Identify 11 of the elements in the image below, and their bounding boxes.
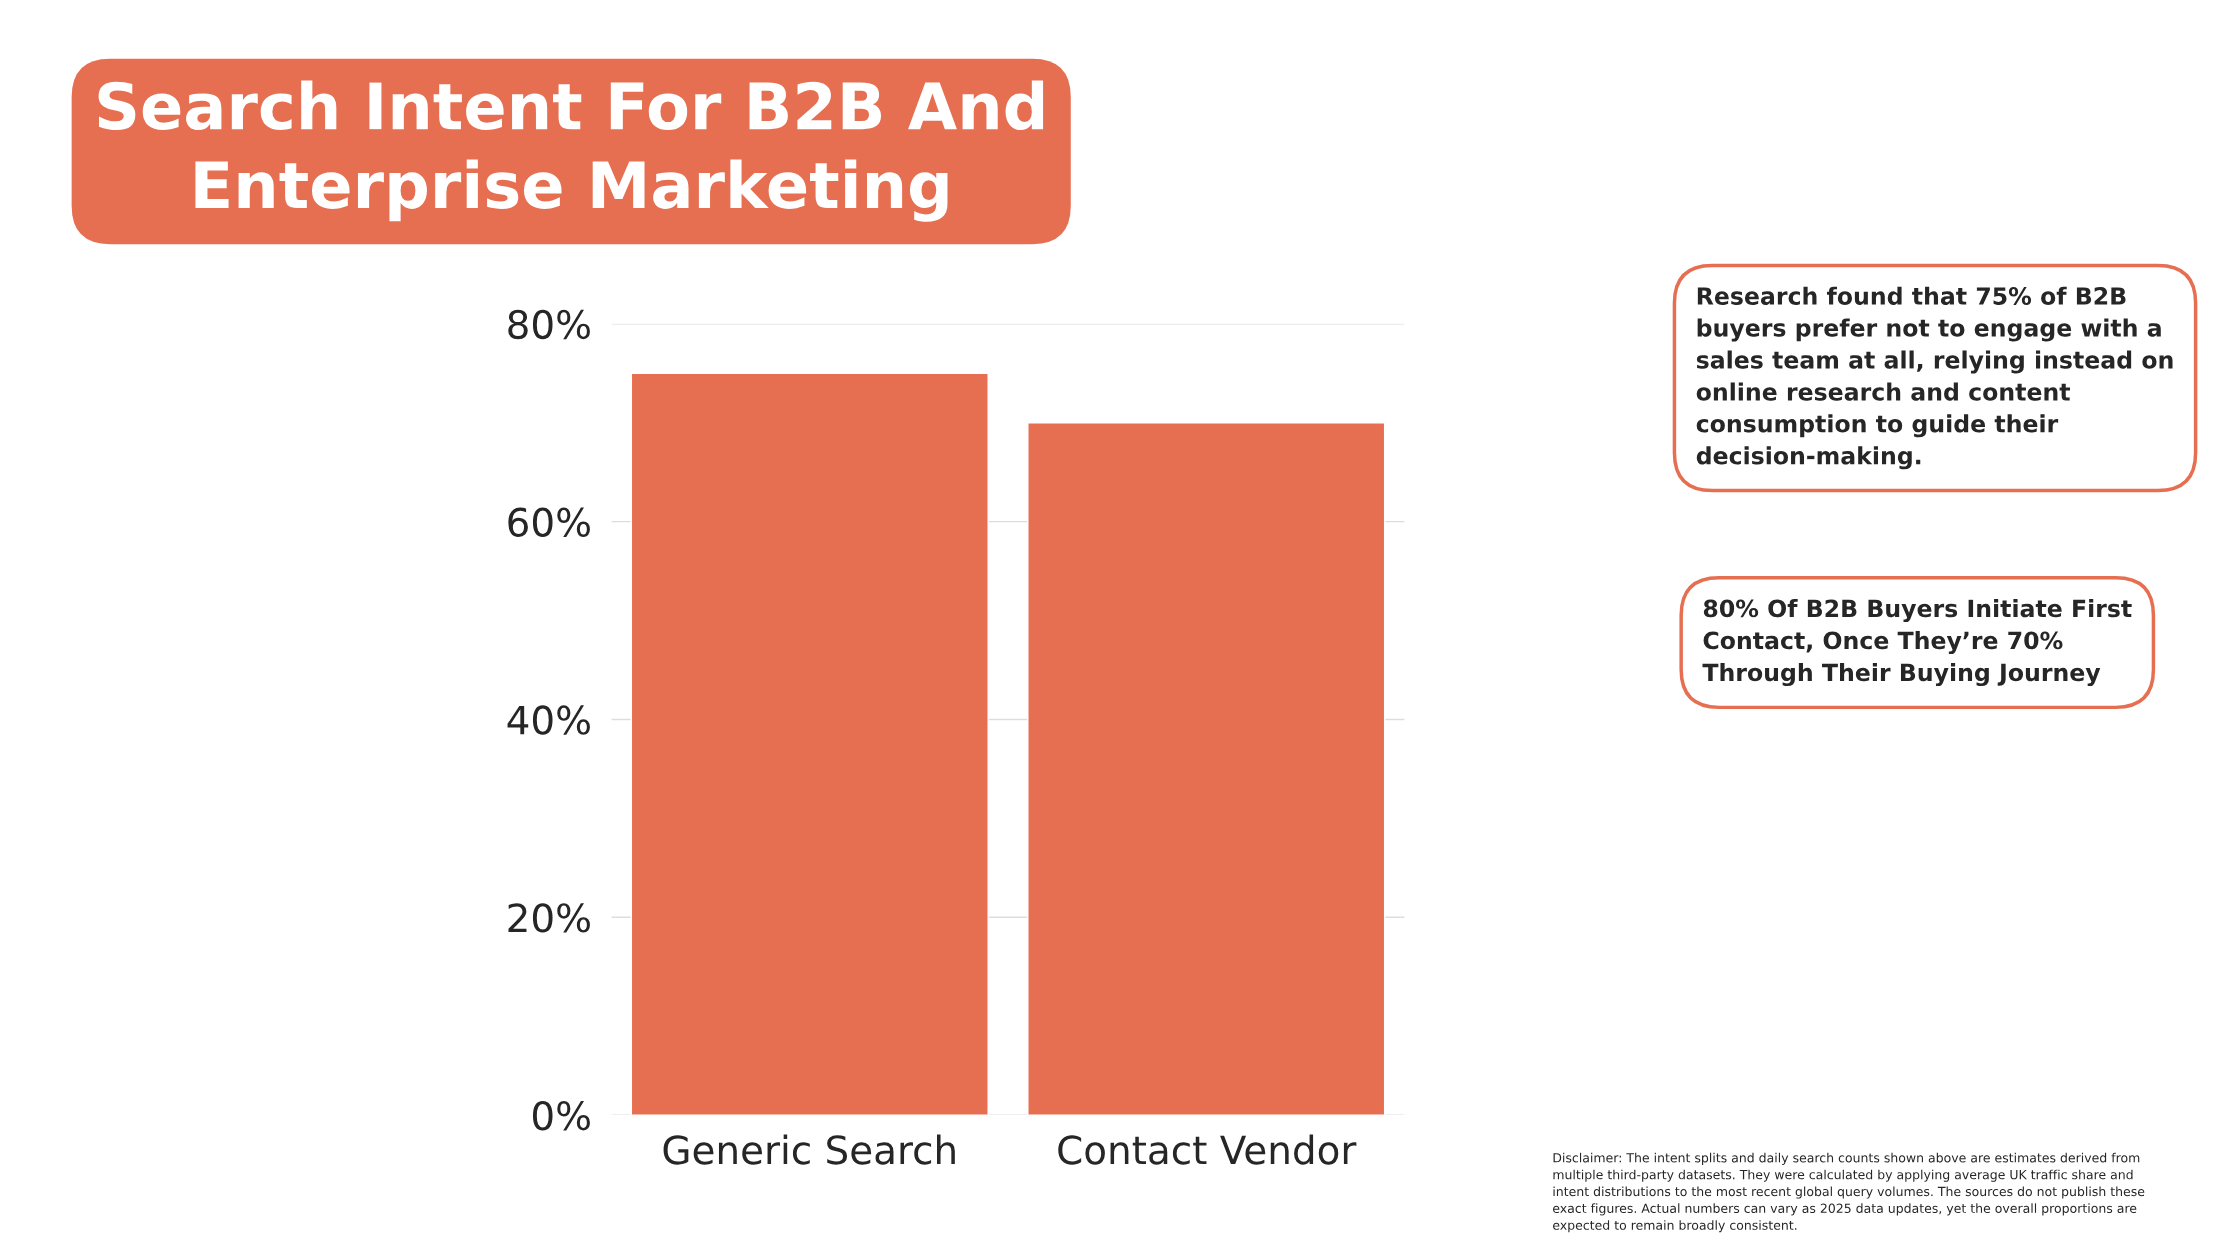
y-tick-label: 20% [508, 903, 590, 933]
y-tick-label: 60% [508, 507, 590, 537]
text: Disclaimer: The intent splits and daily search counts shown above are estimates derived from multiple third-party datasets. They were calculated by applying average UK traffic share and intent distributions to the most recent global query volumes. The sources do not publish these exact figures. Actual numbers can vary as 2025 data updates, yet the overall proportions are expected to remain broadly consistent. [1553, 1152, 2145, 1233]
chart-title: Search Intent For B2B And Enterprise Marketing [98, 80, 1044, 222]
y-tick-label: 80% [508, 309, 590, 340]
text: 80% Of B2B Buyers Initiate First Contact, Once They’re 70% Through Their Buying Journey [1702, 599, 2132, 687]
x-tick-label: Generic Search [663, 1134, 955, 1165]
y-tick-label: 0% [532, 1101, 590, 1131]
x-tick-label: Contact Vendor [1058, 1134, 1357, 1165]
y-tick-label: 40% [507, 705, 590, 735]
text: Research found that 75% of B2B buyers prefer not to engage with a sales team at all, relying instead on online research and content consumption to guide their decision-making. [1696, 286, 2173, 470]
